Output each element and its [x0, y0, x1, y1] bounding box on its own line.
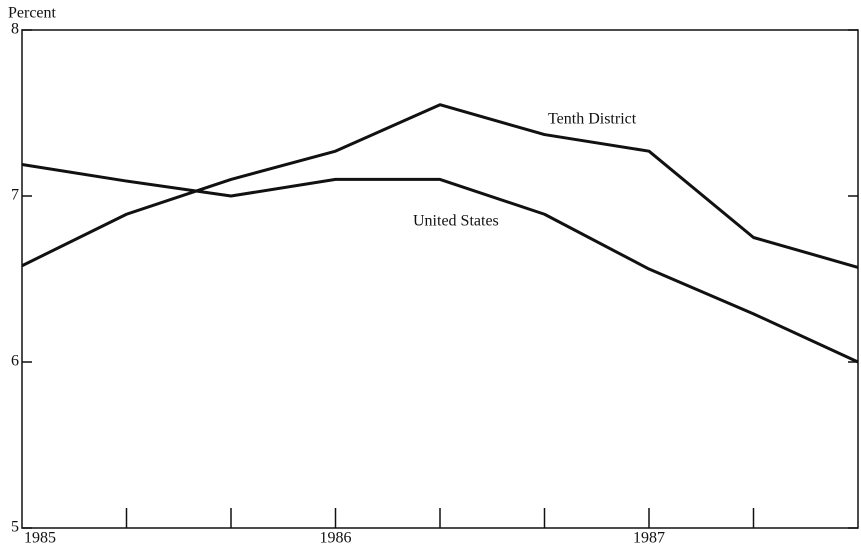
y-axis-label: Percent — [8, 5, 57, 22]
series-line — [21, 162, 859, 364]
y-tick-label: 6 — [11, 353, 19, 370]
y-tick-label: 8 — [11, 21, 19, 38]
y-tick-label: 7 — [11, 187, 19, 204]
x-tick-label: 1985 — [24, 530, 56, 547]
y-tick-label: 5 — [11, 519, 19, 536]
x-tick-label: 1986 — [320, 530, 352, 547]
x-tick-label: 1987 — [633, 530, 665, 547]
series-label: United States — [413, 213, 499, 230]
series-label: Tenth District — [548, 111, 637, 128]
series-line — [21, 103, 859, 269]
